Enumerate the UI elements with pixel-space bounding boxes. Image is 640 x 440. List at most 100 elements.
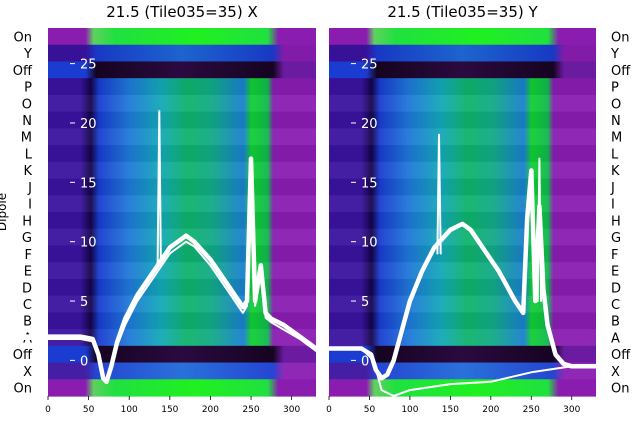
dipole-label: On [611,382,629,397]
heatmap-row-shade [329,78,596,96]
heatmap-row [48,379,316,397]
heatmap-row [329,295,596,313]
overlay-line [328,347,597,397]
x-tick-label: 150 [161,405,178,415]
dipole-label: F [25,248,32,263]
dipole-label: P [24,81,32,96]
dipole-label: K [611,164,620,179]
heatmap-row [329,145,596,163]
heatmap-row [329,262,596,280]
heatmap-row-shade [329,228,596,247]
dipole-label: A [611,331,620,346]
heatmap-row [329,128,596,146]
heatmap-row-shade [48,262,316,280]
overlay-line [156,110,162,267]
dipole-label: D [611,281,621,296]
dipole-label: J [610,181,615,196]
heatmap-row [329,278,596,297]
dipole-label: P [611,81,619,96]
dipole-label: Y [610,47,619,62]
x-tick-label: 0 [45,405,51,415]
overlay-tick-label: 20 [80,117,97,132]
overlay-tick-label: 10 [361,236,378,251]
heatmap-row [48,94,316,113]
dipole-label: N [611,114,621,129]
x-tick-label: 250 [242,405,259,415]
dipole-label: On [14,382,32,397]
panel-title: 21.5 (Tile035=35) X [106,3,257,21]
heatmap-row [329,94,596,113]
dipole-label: O [22,97,32,112]
overlay-tick-label: 10 [80,236,97,251]
heatmap-row-shade [329,329,596,347]
x-tick-label: 300 [563,405,580,415]
overlay-tick-label: 0 [80,354,88,369]
heatmap-row-shade [329,262,596,280]
heatmap-row [48,61,316,79]
heatmap-row-shade [329,44,596,63]
dipole-label: I [28,198,32,213]
overlay-tick-label: 15 [80,176,97,191]
heatmap-row [48,28,316,46]
overlay-tick-label: 5 [361,295,369,310]
dipole-label: N [22,114,32,129]
dipole-label: B [611,315,620,330]
heatmap-row-shade [48,278,316,297]
dipole-label: Off [611,64,631,79]
x-tick-label: 100 [121,405,138,415]
dipole-label: B [23,315,32,330]
x-tick-label: 300 [283,405,300,415]
dipole-label: J [27,181,32,196]
overlay-tick-label: 25 [80,58,97,73]
dipole-label: I [611,198,615,213]
heatmap-row [48,44,316,63]
heatmap-row-shade [48,312,316,330]
heatmap-row [329,111,596,129]
heatmap-row [48,111,316,129]
x-tick-label: 0 [326,405,332,415]
heatmap-row-shade [48,212,316,230]
heatmap-row-shade [48,111,316,129]
heatmap-row [329,61,596,79]
heatmap-row-shade [329,195,596,213]
heatmap-row-shade [329,94,596,113]
heatmap-row [329,245,596,263]
x-tick-label: 200 [482,405,499,415]
dipole-label: D [22,281,32,296]
heatmap-row-shade [329,245,596,263]
panel-title: 21.5 (Tile035=35) Y [387,3,538,21]
heatmap-row-shade [329,295,596,313]
heatmap-row [329,329,596,347]
heatmap-row-shade [48,78,316,96]
dipole-label: G [611,231,621,246]
heatmap-row [48,128,316,146]
dipole-label: Off [611,348,631,363]
dipole-label: O [611,97,621,112]
heatmap-row [329,228,596,247]
dipole-label: H [611,214,621,229]
x-tick-label: 50 [83,405,95,415]
dipole-label: Off [13,348,33,363]
x-tick-label: 50 [364,405,376,415]
dipole-label: On [14,30,32,45]
heatmap-row [329,379,596,397]
dipole-label: F [611,248,618,263]
heatmap-row-shade [329,128,596,146]
x-tick-label: 100 [401,405,418,415]
dipole-label: C [23,298,32,313]
dipole-label: X [611,365,620,380]
heatmap-row-shade [329,362,596,380]
heatmap-row-shade [329,212,596,230]
y-axis-label: Dipole [0,193,9,231]
overlay-line [19,169,317,384]
dipole-label: K [23,164,32,179]
heatmap-row-shade [329,145,596,163]
heatmap-row-shade [329,312,596,330]
heatmap-row [329,44,596,63]
heatmap-row [48,312,316,330]
heatmap-row [329,28,596,46]
overlay-line [536,157,542,302]
heatmap-row [48,362,316,380]
